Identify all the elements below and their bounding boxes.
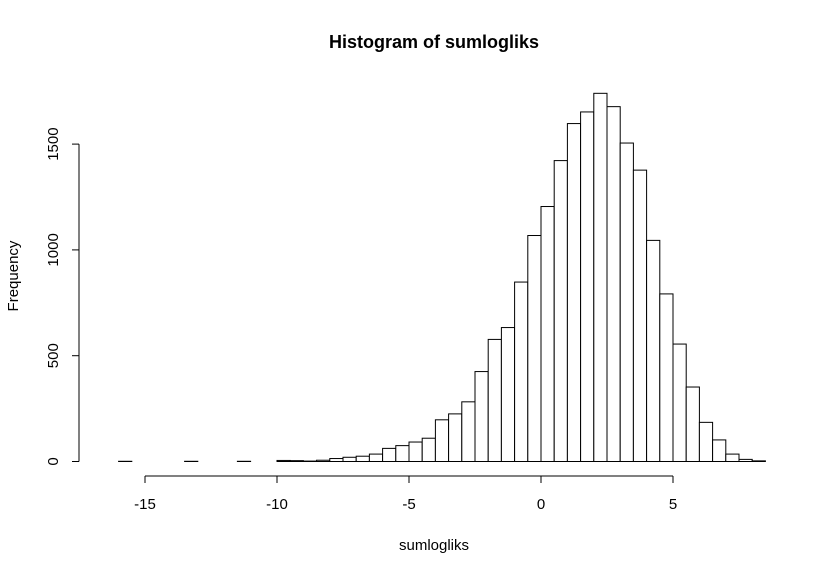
y-tick-label: 1000 — [45, 233, 62, 266]
x-tick-label: 5 — [669, 496, 677, 513]
histogram-bar — [751, 460, 766, 462]
histogram-bar — [527, 235, 542, 462]
histogram-bar — [316, 459, 331, 463]
histogram-bar — [500, 327, 516, 462]
histogram-bar — [659, 293, 674, 462]
x-axis: -15 -10 -5 0 5 — [134, 475, 677, 513]
bars-group — [118, 92, 766, 463]
histogram-bar — [566, 123, 582, 462]
histogram-bar — [725, 453, 740, 462]
y-axis: 0 500 1000 1500 — [45, 127, 80, 466]
histogram-bar — [580, 111, 595, 462]
x-axis-label: sumlogliks — [399, 537, 469, 554]
histogram-bar — [672, 343, 687, 462]
histogram-bar — [434, 419, 450, 462]
histogram-bar — [606, 106, 621, 463]
y-tick-label: 1500 — [45, 127, 62, 160]
x-tick-label: -10 — [266, 496, 288, 513]
histogram-bar — [540, 206, 555, 462]
histogram-bar — [619, 142, 634, 462]
x-tick-label: -5 — [402, 496, 415, 513]
histogram-bar — [408, 441, 423, 462]
y-tick-label: 0 — [45, 457, 62, 465]
histogram-bar — [646, 239, 661, 462]
y-axis-label: Frequency — [5, 240, 22, 311]
x-tick-label: 0 — [537, 496, 545, 513]
histogram-bar — [395, 445, 410, 463]
histogram-bar — [276, 459, 291, 463]
histogram-bar — [593, 92, 608, 462]
histogram-bar — [514, 281, 529, 462]
histogram-bar — [329, 458, 344, 463]
histogram-bar — [382, 447, 397, 463]
histogram-bar — [421, 437, 436, 463]
y-tick-label: 500 — [45, 343, 62, 368]
x-tick-label: -15 — [134, 496, 156, 513]
histogram-bar — [474, 371, 489, 463]
histogram-bar — [685, 386, 700, 462]
histogram-bar — [461, 401, 476, 462]
histogram-bar — [342, 456, 357, 462]
histogram-bar — [712, 439, 727, 463]
histogram-bar — [487, 338, 502, 462]
histogram-bar — [553, 160, 568, 462]
histogram-bar — [698, 421, 714, 463]
histogram-bar — [289, 460, 304, 462]
histogram-bar — [355, 455, 370, 462]
histogram-bar — [448, 413, 463, 463]
histogram-bar — [368, 453, 384, 462]
chart-title: Histogram of sumlogliks — [329, 32, 539, 52]
histogram-bar — [738, 458, 753, 463]
histogram-bar — [632, 169, 648, 462]
